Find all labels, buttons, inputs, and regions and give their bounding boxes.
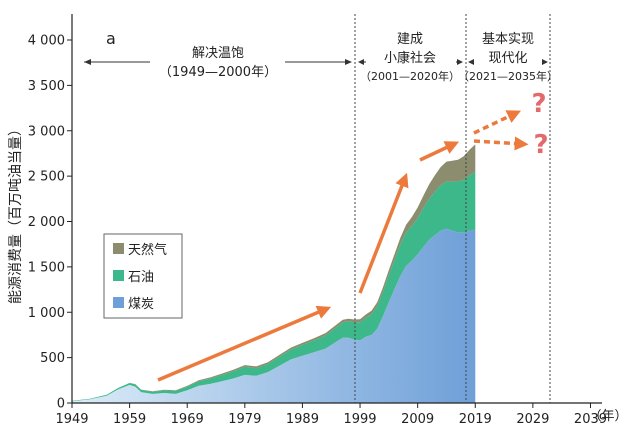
period-1-title: 解决温饱 — [192, 46, 244, 61]
period-2-range: （2001—2020年） — [360, 69, 460, 83]
legend: 天然气 石油 煤炭 — [103, 233, 183, 319]
x-tick-label: 1989 — [286, 412, 319, 427]
y-tick-label: 0 — [57, 397, 65, 412]
trend-arrow-3 — [419, 141, 460, 162]
legend-swatch-gas — [113, 243, 124, 254]
legend-label-coal: 煤炭 — [128, 297, 154, 312]
y-tick-label: 1 500 — [28, 260, 65, 275]
legend-swatch-oil — [113, 270, 124, 281]
period-2-title-line2: 小康社会 — [384, 50, 436, 66]
period-3-arrowhead-right — [542, 59, 548, 65]
period-1-range: （1949—2000年） — [159, 65, 277, 80]
question-mark-upper: ? — [531, 89, 546, 119]
period-3-title-line2: 现代化 — [488, 51, 527, 66]
y-tick-label: 4 000 — [28, 34, 65, 49]
period-2-arrowhead-right — [457, 59, 463, 65]
trend-arrow-4-dashed — [473, 110, 522, 135]
trend-arrow-5-dashed — [473, 136, 529, 151]
legend-swatch-coal — [113, 297, 124, 308]
x-tick-label: 1969 — [171, 412, 204, 427]
period-2-arrowhead-left — [358, 59, 364, 65]
legend-label-gas: 天然气 — [128, 242, 167, 258]
oil-area — [72, 171, 476, 402]
x-axis-unit: （年） — [588, 409, 627, 424]
x-tick-label: 2009 — [401, 412, 434, 427]
y-tick-label: 1 000 — [28, 306, 65, 321]
x-tick-label: 2029 — [516, 412, 549, 427]
period-3-range: （2021—2035年） — [458, 69, 558, 83]
period-2-title-line1: 建成 — [397, 32, 423, 47]
period-1-arrowhead-right — [345, 59, 352, 65]
y-tick-label: 3 000 — [28, 124, 65, 139]
x-tick-label: 1949 — [55, 412, 88, 427]
period-3-title-line1: 基本实现 — [482, 32, 534, 47]
question-mark-lower: ? — [533, 130, 548, 160]
period-3-arrowhead-left — [468, 59, 474, 65]
y-tick-label: 2 500 — [28, 170, 65, 185]
period-1-arrowhead-left — [84, 59, 91, 65]
y-axis-label: 能源消费量（百万吨油当量） — [8, 122, 24, 304]
coal-area — [72, 228, 476, 403]
x-tick-label: 2039 — [574, 412, 607, 427]
legend-label-oil: 石油 — [128, 270, 154, 285]
x-tick-label: 1979 — [228, 412, 261, 427]
trend-arrow-1 — [157, 305, 332, 382]
panel-letter: a — [106, 29, 116, 48]
y-tick-label: 2 000 — [28, 215, 65, 230]
x-tick-label: 1999 — [343, 412, 376, 427]
y-tick-label: 3 500 — [28, 79, 65, 94]
x-tick-label: 1959 — [113, 412, 146, 427]
trend-arrow-2 — [358, 172, 409, 294]
x-tick-label: 2019 — [459, 412, 492, 427]
y-tick-label: 500 — [40, 351, 65, 366]
